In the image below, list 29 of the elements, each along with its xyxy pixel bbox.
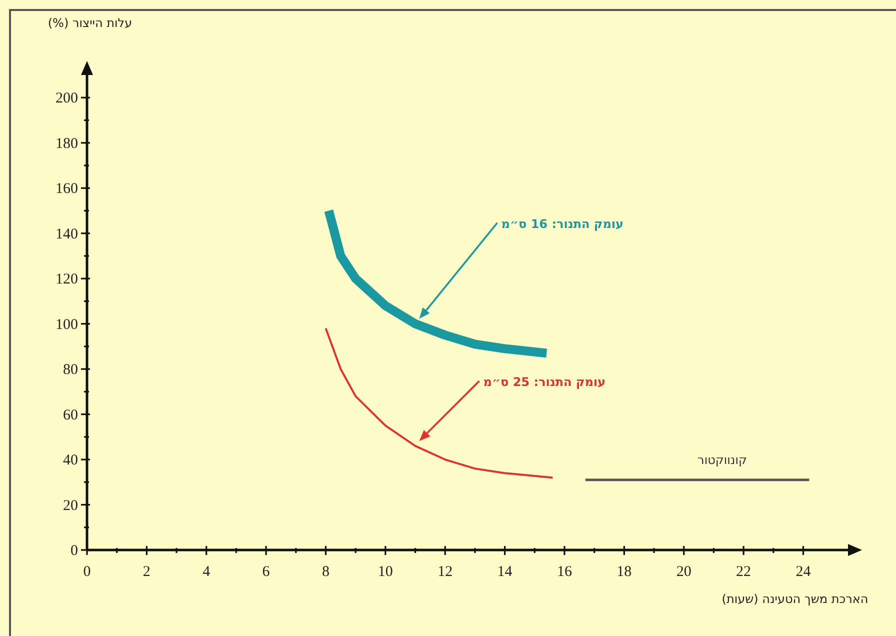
x-tick-label: 24 bbox=[796, 564, 812, 580]
x-tick-label: 20 bbox=[676, 564, 692, 580]
x-tick-label: 12 bbox=[438, 564, 453, 580]
y-tick-label: 200 bbox=[56, 90, 78, 107]
y-tick-label: 80 bbox=[63, 362, 78, 378]
x-tick-label: 0 bbox=[83, 564, 91, 580]
y-tick-label: 160 bbox=[56, 181, 78, 198]
x-tick-label: 18 bbox=[616, 564, 632, 580]
x-tick-label: 6 bbox=[262, 564, 270, 580]
annotation: עומק התנור: 16 ס״מ bbox=[501, 216, 624, 231]
x-tick-label: 4 bbox=[202, 564, 211, 580]
y-tick-label: 100 bbox=[56, 316, 78, 333]
x-tick-label: 16 bbox=[556, 564, 572, 580]
annotation: עומק התנור: 25 ס״מ bbox=[483, 374, 606, 389]
y-tick-label: 20 bbox=[63, 498, 78, 514]
y-tick-label: 120 bbox=[56, 272, 78, 288]
y-tick-label: 60 bbox=[63, 407, 78, 424]
y-axis-title: עלות הייצור (%) bbox=[48, 16, 132, 30]
y-tick-label: 180 bbox=[56, 136, 78, 152]
series-label: קונווקטור bbox=[698, 452, 748, 467]
x-tick-label: 22 bbox=[736, 564, 752, 580]
x-axis-title: הארכת משך הטעינה (שעות) bbox=[722, 592, 868, 606]
y-tick-label: 40 bbox=[63, 452, 78, 469]
x-tick-label: 8 bbox=[322, 564, 330, 580]
x-tick-label: 2 bbox=[142, 564, 150, 580]
y-tick-label: 140 bbox=[56, 226, 78, 242]
y-tick-label: 0 bbox=[70, 543, 78, 559]
x-tick-label: 14 bbox=[497, 564, 513, 580]
x-tick-label: 10 bbox=[378, 564, 393, 580]
